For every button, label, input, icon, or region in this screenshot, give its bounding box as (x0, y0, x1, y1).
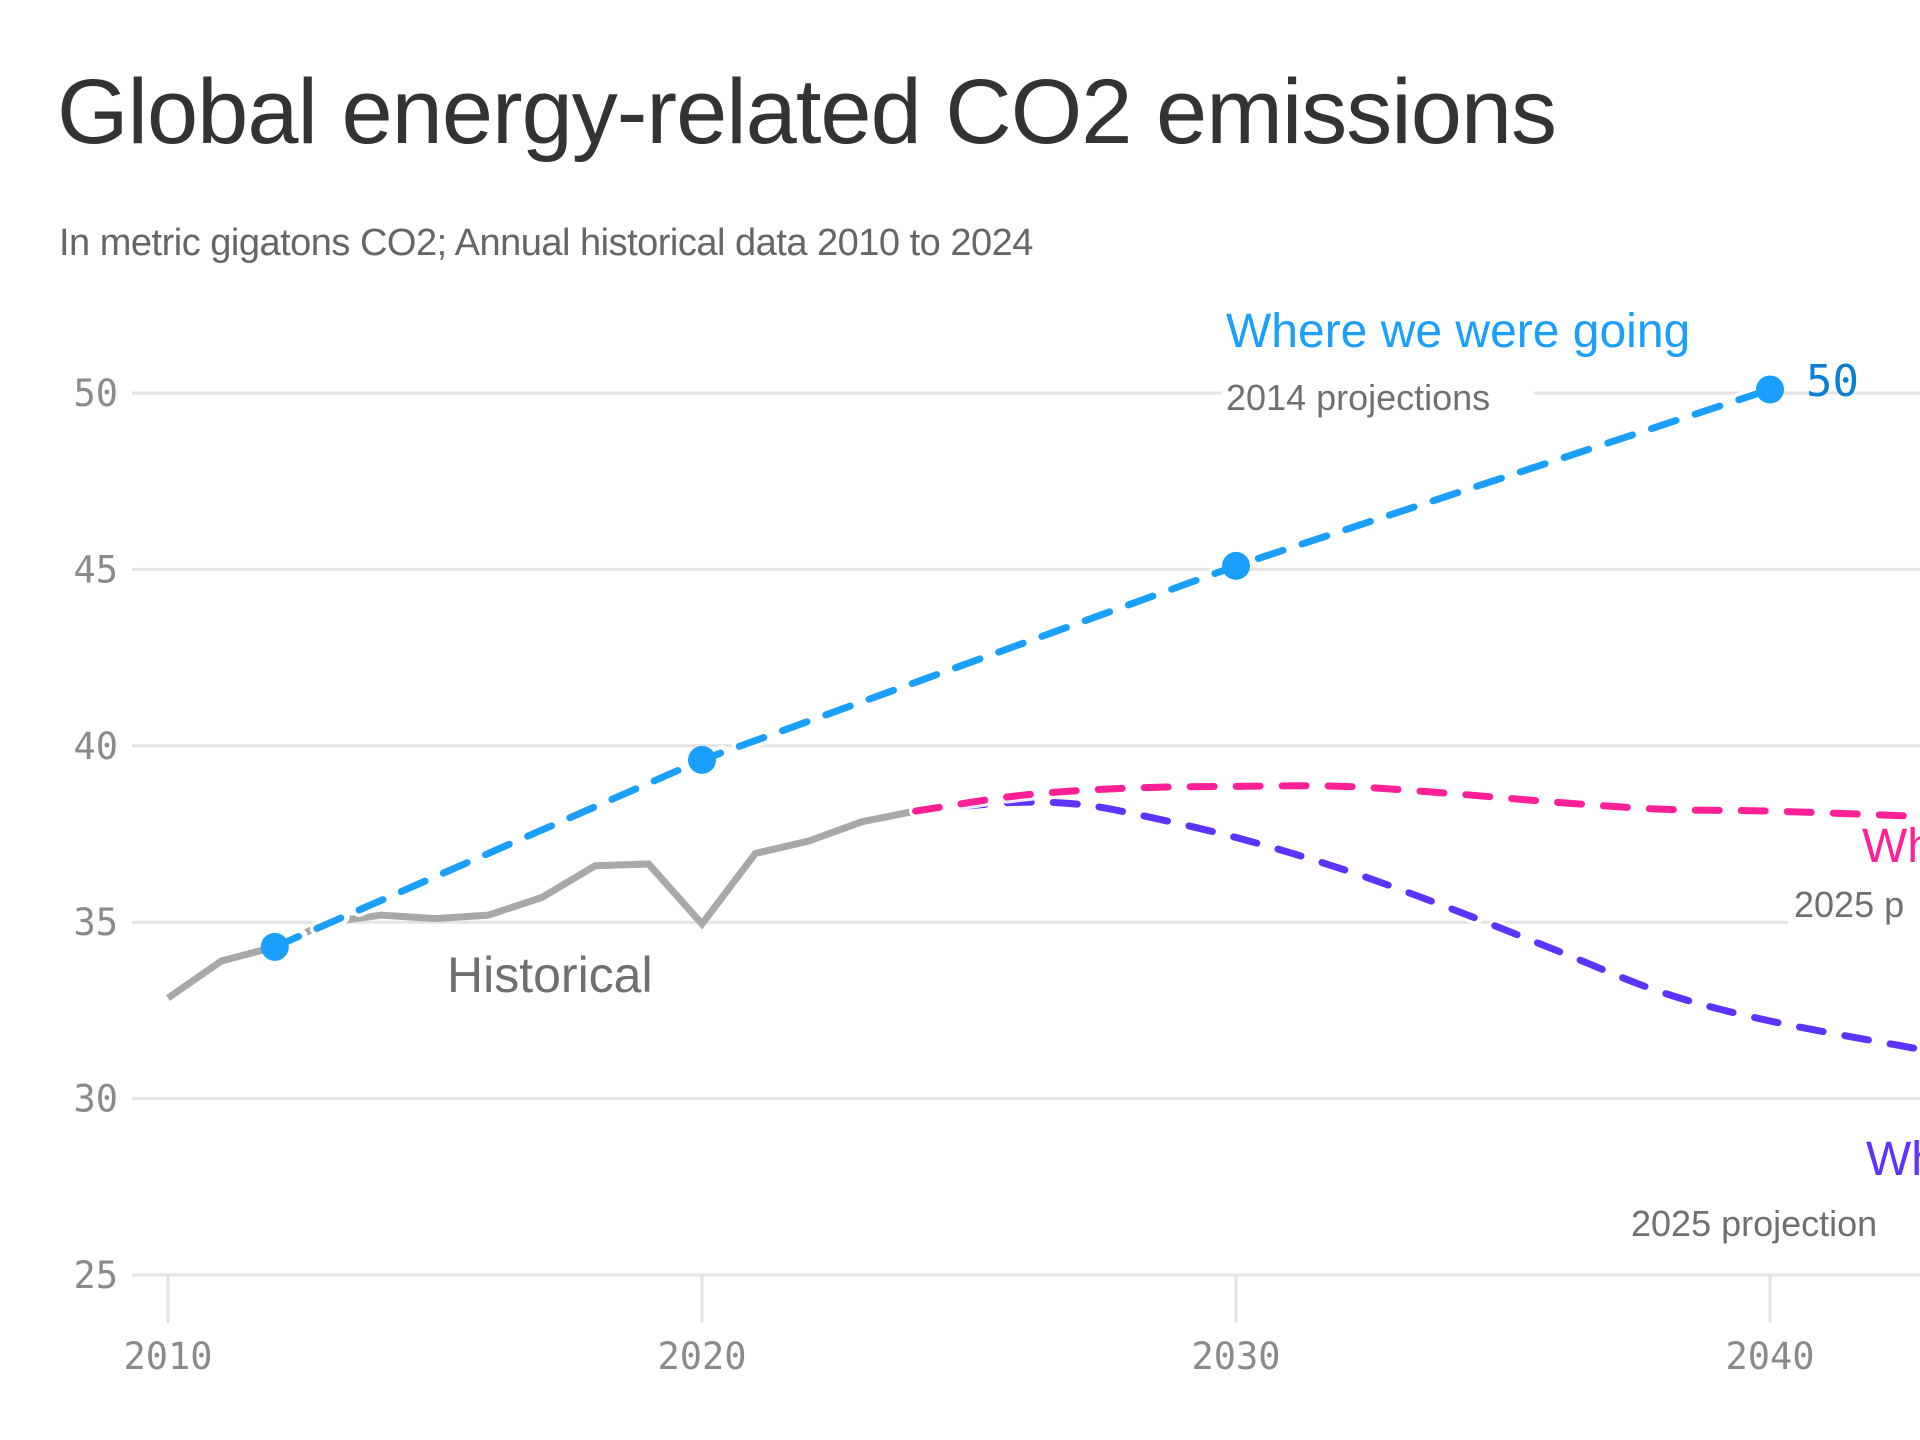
y-tick-label: 45 (73, 548, 118, 591)
x-tick-label: 2040 (1725, 1335, 1814, 1378)
projection-point-2030 (1222, 551, 1250, 580)
2014-projections-label: 2014 projections (1226, 377, 1490, 418)
series-halo (267, 382, 1777, 954)
projection-point-2040 (1756, 375, 1784, 404)
series-halo (909, 795, 1920, 1056)
purple-series-sublabel: 2025 projection (1631, 1203, 1877, 1244)
purple-series-label: Wh (1866, 1133, 1920, 1186)
label-background (1222, 372, 1534, 412)
pink-projection-line (912, 782, 1920, 820)
y-tick-label: 25 (73, 1254, 118, 1297)
x-tick-label: 2030 (1191, 1335, 1280, 1378)
annotations: Historical Where we were going 2014 proj… (447, 305, 1920, 1244)
where-we-were-going-label: Where we were going (1226, 305, 1690, 358)
y-tick-label: 50 (73, 372, 118, 415)
projection-point-2012 (260, 932, 289, 961)
purple-projection-line (912, 798, 1920, 1053)
projection-point-2020 (688, 745, 716, 774)
y-axis-ticks: 25 30 35 40 45 50 (73, 372, 118, 1297)
x-tick-label: 2020 (657, 1335, 746, 1378)
y-tick-label: 40 (73, 725, 118, 768)
end-value-label: 50 (1806, 356, 1859, 407)
where-we-were-going-line (271, 385, 1774, 951)
x-tick-label: 2010 (123, 1335, 212, 1378)
y-tick-label: 30 (73, 1078, 118, 1121)
y-tick-label: 35 (73, 901, 118, 944)
pink-series-label: Wh (1862, 820, 1920, 873)
x-axis-ticks: 2010 2020 2030 2040 (123, 1275, 1815, 1378)
historical-label: Historical (447, 947, 653, 1003)
chart-subtitle: In metric gigatons CO2; Annual historica… (59, 222, 1033, 264)
pink-series-sublabel: 2025 p (1794, 884, 1904, 925)
gridlines (132, 391, 1920, 1277)
chart-title: Global energy-related CO2 emissions (57, 61, 1557, 163)
label-background (1788, 880, 1920, 926)
series (166, 375, 1920, 1056)
